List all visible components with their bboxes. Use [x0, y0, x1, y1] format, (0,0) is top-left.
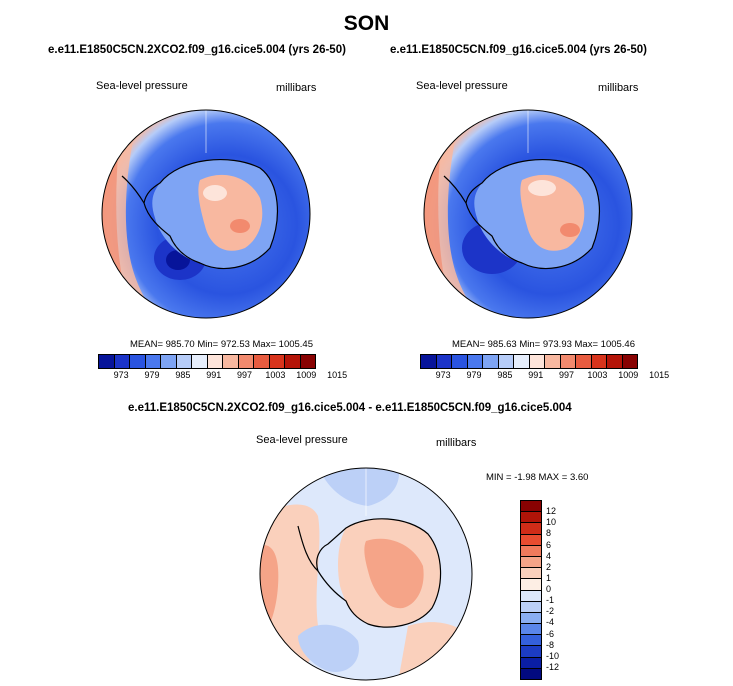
- panel2-map: [423, 109, 633, 319]
- colorbar-tick-label: 2: [546, 561, 552, 572]
- colorbar-tick-label: 1: [546, 572, 552, 583]
- colorbar-swatch: [521, 568, 541, 580]
- colorbar-tick-label: 985: [175, 370, 191, 380]
- colorbar-swatch: [545, 355, 561, 368]
- colorbar-swatch: [161, 355, 177, 368]
- diff-units-label: millibars: [436, 437, 477, 449]
- colorbar-swatch: [269, 355, 285, 368]
- panel1-map: [101, 109, 311, 319]
- diff-colorbar: [520, 500, 542, 680]
- colorbar-swatch: [521, 579, 541, 591]
- colorbar-tick-label: 1015: [327, 370, 348, 380]
- colorbar-swatch: [521, 590, 541, 602]
- colorbar-swatch: [591, 355, 607, 368]
- colorbar-swatch: [560, 355, 576, 368]
- colorbar-swatch: [254, 355, 270, 368]
- colorbar-tick-label: -4: [546, 617, 555, 628]
- panel2-colorbar: [420, 354, 638, 369]
- colorbar-swatch: [285, 355, 301, 368]
- colorbar-tick-label: 8: [546, 528, 552, 539]
- colorbar-swatch: [483, 355, 499, 368]
- colorbar-swatch: [521, 523, 541, 535]
- panel1-colorbar: [98, 354, 316, 369]
- colorbar-swatch: [521, 501, 541, 513]
- panel2-colorbar-ticks: 973 979 985 991 997 1003 1009 1015: [420, 370, 670, 384]
- colorbar-swatch: [521, 646, 541, 658]
- colorbar-tick-label: 1003: [265, 370, 286, 380]
- panel1-title: e.e11.E1850C5CN.2XCO2.f09_g16.cice5.004 …: [48, 44, 346, 56]
- panel2-stats: MEAN= 985.63 Min= 973.93 Max= 1005.46: [452, 339, 635, 350]
- colorbar-swatch: [452, 355, 468, 368]
- colorbar-tick-label: 12: [546, 506, 557, 517]
- panel1-variable-label: Sea-level pressure: [96, 80, 188, 92]
- colorbar-tick-label: 997: [559, 370, 575, 380]
- colorbar-tick-label: -2: [546, 606, 555, 617]
- colorbar-tick-label: -10: [546, 650, 560, 661]
- colorbar-swatch: [521, 512, 541, 524]
- colorbar-swatch: [521, 612, 541, 625]
- colorbar-tick-label: 1015: [649, 370, 670, 380]
- colorbar-swatch: [176, 355, 192, 368]
- colorbar-swatch: [521, 635, 541, 647]
- panel2-variable-label: Sea-level pressure: [416, 80, 508, 92]
- colorbar-swatch: [145, 355, 161, 368]
- colorbar-tick-label: 6: [546, 539, 552, 550]
- colorbar-tick-label: 973: [435, 370, 451, 380]
- colorbar-swatch: [622, 355, 637, 368]
- panel1-colorbar-ticks: 973 979 985 991 997 1003 1009 1015: [98, 370, 348, 384]
- panel1-stats: MEAN= 985.70 Min= 972.53 Max= 1005.45: [130, 339, 313, 350]
- colorbar-swatch: [521, 556, 541, 569]
- colorbar-swatch: [467, 355, 483, 368]
- panel2-units-label: millibars: [598, 82, 639, 94]
- colorbar-swatch: [300, 355, 315, 368]
- colorbar-swatch: [521, 668, 541, 679]
- colorbar-swatch: [436, 355, 452, 368]
- colorbar-swatch: [514, 355, 530, 368]
- colorbar-tick-label: 997: [237, 370, 253, 380]
- colorbar-swatch: [521, 601, 541, 613]
- diff-variable-label: Sea-level pressure: [256, 434, 348, 446]
- colorbar-swatch: [99, 355, 115, 368]
- colorbar-tick-label: -1: [546, 595, 555, 606]
- colorbar-tick-label: -8: [546, 639, 555, 650]
- colorbar-swatch: [498, 355, 514, 368]
- colorbar-tick-label: 991: [206, 370, 222, 380]
- colorbar-tick-label: 973: [113, 370, 129, 380]
- diff-title: e.e11.E1850C5CN.2XCO2.f09_g16.cice5.004 …: [128, 402, 572, 414]
- colorbar-swatch: [421, 355, 437, 368]
- colorbar-tick-label: 1009: [296, 370, 317, 380]
- diff-stats: MIN = -1.98 MAX = 3.60: [486, 472, 589, 483]
- colorbar-swatch: [521, 545, 541, 557]
- colorbar-swatch: [238, 355, 254, 368]
- colorbar-tick-label: 1009: [618, 370, 639, 380]
- colorbar-tick-label: 4: [546, 550, 552, 561]
- colorbar-swatch: [192, 355, 208, 368]
- colorbar-swatch: [521, 624, 541, 636]
- colorbar-swatch: [576, 355, 592, 368]
- colorbar-swatch: [207, 355, 223, 368]
- season-title: SON: [343, 12, 390, 35]
- panel2-title: e.e11.E1850C5CN.f09_g16.cice5.004 (yrs 2…: [390, 44, 648, 56]
- colorbar-tick-label: 979: [466, 370, 482, 380]
- colorbar-tick-label: 1003: [587, 370, 608, 380]
- colorbar-swatch: [529, 355, 545, 368]
- colorbar-tick-label: 0: [546, 584, 552, 594]
- colorbar-swatch: [521, 534, 541, 546]
- diff-colorbar-ticks: 12 10 8 6 4 2 1 0 -1 -2 -4 -6 -8 -10 -12: [546, 500, 576, 678]
- colorbar-tick-label: -12: [546, 661, 560, 672]
- colorbar-swatch: [130, 355, 146, 368]
- colorbar-tick-label: 979: [144, 370, 160, 380]
- colorbar-swatch: [114, 355, 130, 368]
- colorbar-swatch: [521, 657, 541, 669]
- colorbar-swatch: [223, 355, 239, 368]
- colorbar-tick-label: 991: [528, 370, 544, 380]
- colorbar-tick-label: -6: [546, 628, 555, 639]
- panel1-units-label: millibars: [276, 82, 317, 94]
- colorbar-tick-label: 985: [497, 370, 513, 380]
- colorbar-tick-label: 10: [546, 517, 557, 528]
- diff-map: [259, 467, 473, 681]
- colorbar-swatch: [607, 355, 623, 368]
